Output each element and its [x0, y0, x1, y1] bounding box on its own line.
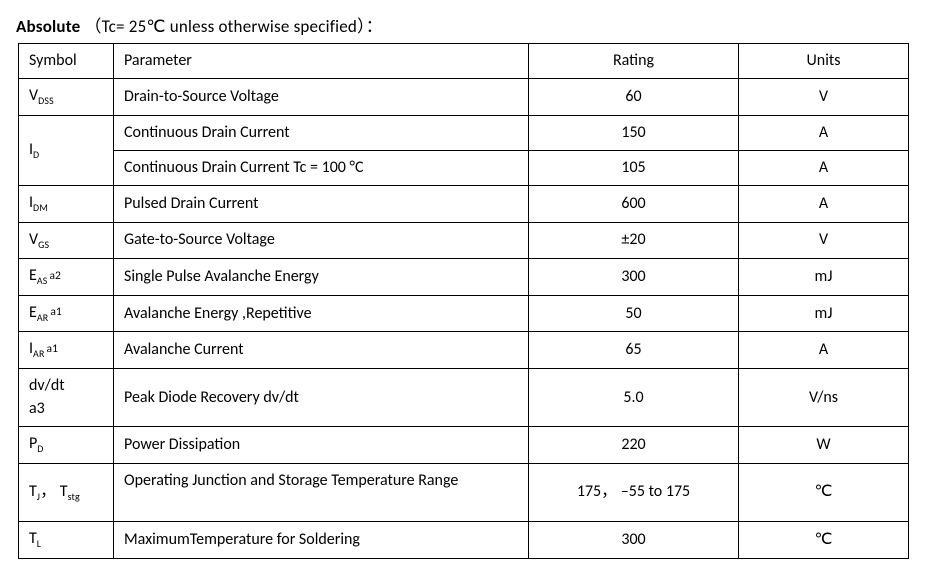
cell-rating: 220	[529, 427, 739, 464]
cell-rating: ±20	[529, 222, 739, 259]
cell-parameter: Operating Junction and Storage Temperatu…	[114, 463, 529, 521]
cell-symbol: IDM	[19, 186, 114, 223]
cell-rating: 150	[529, 115, 739, 150]
cell-symbol: TL	[19, 522, 114, 559]
cell-units: ℃	[739, 463, 909, 521]
cell-symbol: VDSS	[19, 79, 114, 116]
table-row: EARa1 Avalanche Energy ,Repetitive 50 mJ	[19, 295, 909, 332]
cell-rating: 175， –55 to 175	[529, 463, 739, 521]
cell-rating: 600	[529, 186, 739, 223]
cell-rating: 60	[529, 79, 739, 116]
cell-units: W	[739, 427, 909, 464]
table-row: IARa1 Avalanche Current 65 A	[19, 332, 909, 369]
cell-units: V	[739, 222, 909, 259]
cell-units: A	[739, 115, 909, 150]
cell-parameter: Pulsed Drain Current	[114, 186, 529, 223]
cell-parameter: Avalanche Current	[114, 332, 529, 369]
table-row: Continuous Drain Current Tc = 100 °C 105…	[19, 150, 909, 185]
cell-parameter: Peak Diode Recovery dv/dt	[114, 368, 529, 426]
cell-parameter: Avalanche Energy ,Repetitive	[114, 295, 529, 332]
cell-symbol: VGS	[19, 222, 114, 259]
cell-parameter: Single Pulse Avalanche Energy	[114, 259, 529, 296]
cell-parameter: Gate-to-Source Voltage	[114, 222, 529, 259]
cell-symbol: ID	[19, 115, 114, 185]
cell-units: V/ns	[739, 368, 909, 426]
col-units: Units	[739, 44, 909, 79]
cell-rating: 50	[529, 295, 739, 332]
col-rating: Rating	[529, 44, 739, 79]
table-row: IDM Pulsed Drain Current 600 A	[19, 186, 909, 223]
cell-parameter: Continuous Drain Current Tc = 100 °C	[114, 150, 529, 185]
title-condition: （Tc= 25℃ unless otherwise specified）：	[84, 16, 382, 37]
cell-symbol: EASa2	[19, 259, 114, 296]
table-row: TJ， Tstg Operating Junction and Storage …	[19, 463, 909, 521]
table-row: VGS Gate-to-Source Voltage ±20 V	[19, 222, 909, 259]
cell-units: mJ	[739, 259, 909, 296]
col-parameter: Parameter	[114, 44, 529, 79]
table-row: VDSS Drain-to-Source Voltage 60 V	[19, 79, 909, 116]
cell-parameter: Continuous Drain Current	[114, 115, 529, 150]
col-symbol: Symbol	[19, 44, 114, 79]
cell-parameter: Drain-to-Source Voltage	[114, 79, 529, 116]
title-main: Absolute	[16, 16, 80, 37]
cell-parameter: MaximumTemperature for Soldering	[114, 522, 529, 559]
cell-symbol: TJ， Tstg	[19, 463, 114, 521]
cell-rating: 105	[529, 150, 739, 185]
cell-rating: 65	[529, 332, 739, 369]
cell-units: A	[739, 150, 909, 185]
table-row: TL MaximumTemperature for Soldering 300 …	[19, 522, 909, 559]
cell-rating: 300	[529, 259, 739, 296]
ratings-table: Symbol Parameter Rating Units VDSS Drain…	[18, 43, 909, 559]
cell-symbol: PD	[19, 427, 114, 464]
cell-symbol: dv/dt a3	[19, 368, 114, 426]
cell-units: ℃	[739, 522, 909, 559]
table-row: EASa2 Single Pulse Avalanche Energy 300 …	[19, 259, 909, 296]
cell-units: A	[739, 186, 909, 223]
cell-parameter: Power Dissipation	[114, 427, 529, 464]
cell-rating: 300	[529, 522, 739, 559]
table-row: PD Power Dissipation 220 W	[19, 427, 909, 464]
table-header-row: Symbol Parameter Rating Units	[19, 44, 909, 79]
cell-units: V	[739, 79, 909, 116]
cell-symbol: EARa1	[19, 295, 114, 332]
cell-symbol: IARa1	[19, 332, 114, 369]
cell-units: A	[739, 332, 909, 369]
table-row: dv/dt a3 Peak Diode Recovery dv/dt 5.0 V…	[19, 368, 909, 426]
section-title: Absolute （Tc= 25℃ unless otherwise speci…	[16, 12, 909, 37]
cell-units: mJ	[739, 295, 909, 332]
table-row: ID Continuous Drain Current 150 A	[19, 115, 909, 150]
cell-rating: 5.0	[529, 368, 739, 426]
